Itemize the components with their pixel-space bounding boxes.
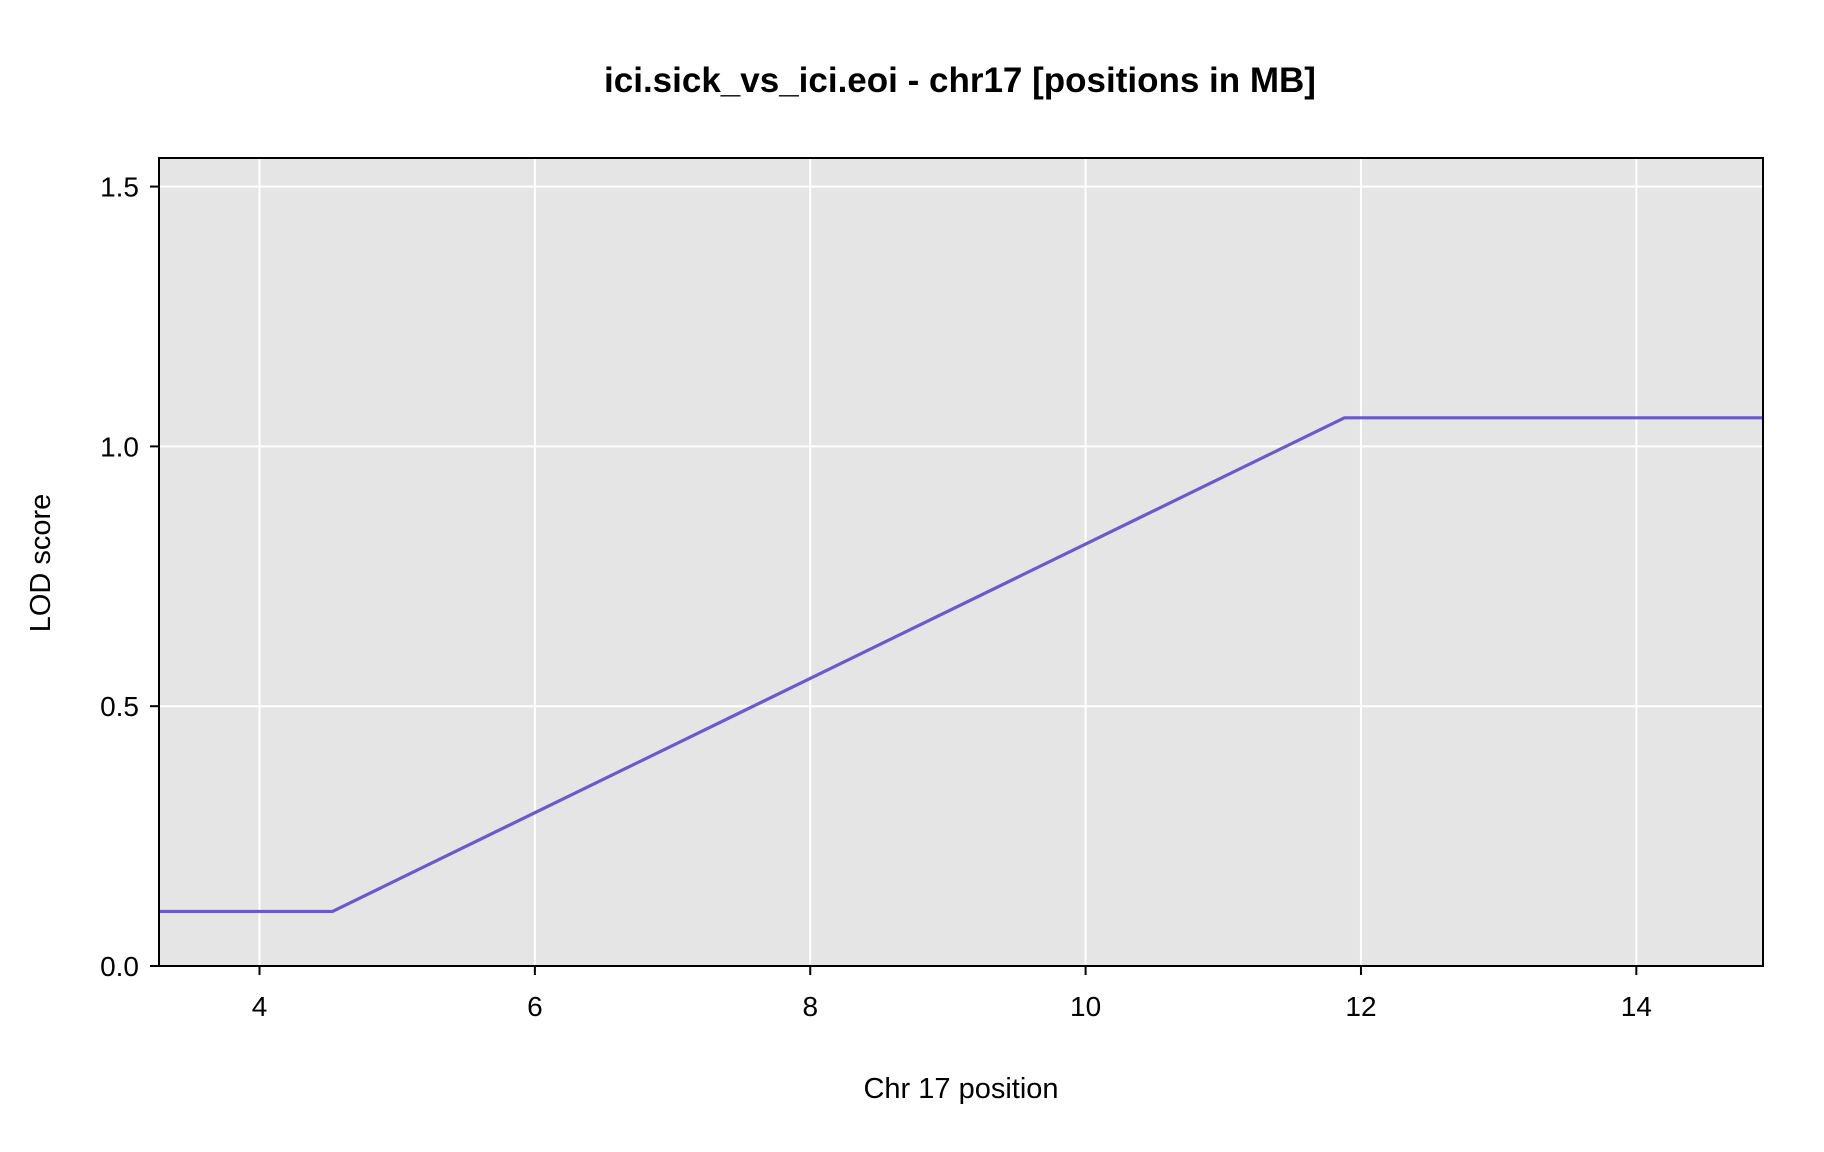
plot-frame xyxy=(158,157,1764,967)
x-tick-label: 8 xyxy=(802,991,818,1022)
x-tick-label: 10 xyxy=(1070,991,1101,1022)
x-tick-label: 12 xyxy=(1345,991,1376,1022)
y-axis-ticks: 0.0 0.5 1.0 1.5 xyxy=(100,172,159,982)
x-axis-ticks: 4 6 8 10 12 14 xyxy=(252,966,1652,1022)
y-tick-label: 0.5 xyxy=(100,691,139,722)
plot-area xyxy=(159,158,1763,966)
series-layer xyxy=(159,416,1763,914)
y-tick-label: 0.0 xyxy=(100,951,139,982)
x-tick-label: 4 xyxy=(252,991,268,1022)
y-tick-label: 1.5 xyxy=(100,172,139,203)
y-axis-label: LOD score xyxy=(25,494,57,633)
chart-title: ici.sick_vs_ici.eoi - chr17 [positions i… xyxy=(604,61,1316,100)
x-tick-label: 14 xyxy=(1621,991,1652,1022)
x-tick-label: 6 xyxy=(527,991,543,1022)
x-axis-label: Chr 17 position xyxy=(863,1073,1058,1105)
y-tick-label: 1.0 xyxy=(100,431,139,462)
series-line-1 xyxy=(159,416,1763,914)
